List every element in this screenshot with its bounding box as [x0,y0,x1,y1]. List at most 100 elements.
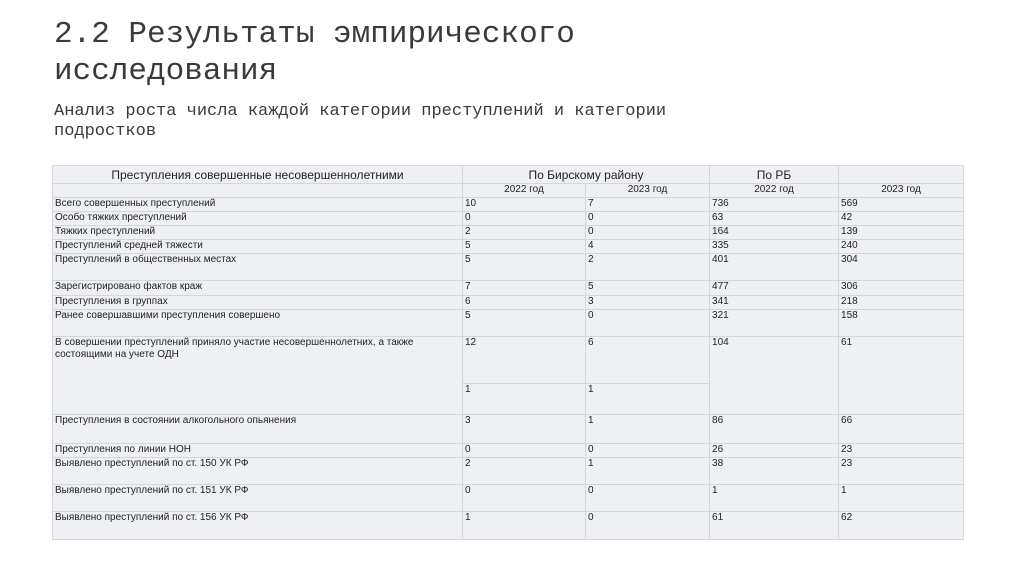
value-cell: 86 [709,414,840,444]
value-cell: 4 [584,239,711,254]
value-cell: 0 [584,309,711,337]
value-cell: 321 [709,309,840,337]
table-row: Преступления по линии НОН 0 0 26 23 [52,443,965,458]
value-cell: 1 [462,383,586,415]
table-row: Выявлено преступлений по ст. 156 УК РФ 1 0… [52,511,965,540]
row-label: Преступлений средней тяжести [52,239,463,254]
table-row: Преступлений средней тяжести 5 4 335 240 [52,239,965,254]
value-cell: 240 [838,239,965,254]
group-header: По Бирскому району [461,165,711,184]
value-cell: 1 [462,511,586,540]
table-row: 2022 год 2023 год 2022 год 2023 год [52,183,965,198]
value-cell: 0 [584,211,711,226]
value-cell: 0 [584,484,711,512]
row-label: Преступления в состоянии алкогольного оп… [52,414,463,444]
value-cell: 164 [709,225,840,240]
value-cell: 2 [584,253,711,281]
year-header: 2023 год [838,183,965,198]
table-row: Выявлено преступлений по ст. 150 УК РФ 2 1… [52,457,965,485]
row-label: В совершении преступлений приняло участи… [52,336,463,415]
value-cell: 306 [838,280,965,296]
value-cell: 104 [709,336,840,415]
table-row: Выявлено преступлений по ст. 151 УК РФ 0 0… [52,484,965,512]
slide-title: 2.2 Результаты эмпирического исследовани… [54,17,575,89]
row-label: Всего совершенных преступлений [52,197,463,212]
row-label: Выявлено преступлений по ст. 150 УК РФ [52,457,463,485]
value-cell: 341 [709,295,840,310]
value-cell: 0 [462,484,586,512]
row-label: Преступления по линии НОН [52,443,463,458]
value-cell: 1 [584,457,711,485]
value-cell: 0 [584,225,711,240]
empty-cell [838,165,965,184]
value-cell: 42 [838,211,965,226]
value-cell: 61 [838,336,965,415]
value-cell: 335 [709,239,840,254]
value-cell: 6 [584,336,711,384]
value-cell: 1 [584,383,711,415]
year-header: 2022 год [709,183,840,198]
value-cell: 62 [838,511,965,540]
row-label: Тяжких преступлений [52,225,463,240]
value-cell: 2 [462,457,586,485]
row-label: Преступлений в общественных местах [52,253,463,281]
value-cell: 7 [462,280,586,296]
table-row: Преступления в состоянии алкогольного оп… [52,414,965,444]
value-cell: 7 [584,197,711,212]
value-cell: 66 [838,414,965,444]
value-cell: 1 [584,414,711,444]
empty-cell [52,183,463,198]
table-row: Ранее совершавшими преступления совершен… [52,309,965,337]
value-cell: 23 [838,457,965,485]
value-cell: 5 [584,280,711,296]
year-header: 2023 год [584,183,711,198]
value-cell: 218 [838,295,965,310]
value-cell: 5 [462,253,586,281]
value-cell: 401 [709,253,840,281]
value-cell: 5 [462,309,586,337]
table-row: Преступлений в общественных местах 5 2 401 3… [52,253,965,281]
value-cell: 0 [584,511,711,540]
value-cell: 1 [709,484,840,512]
data-table: Преступления совершенные несовершеннолет… [52,165,965,540]
row-label: Особо тяжких преступлений [52,211,463,226]
value-cell: 12 [462,336,586,384]
value-cell: 158 [838,309,965,337]
group-header: По РБ [709,165,840,184]
value-cell: 26 [709,443,840,458]
row-label: Выявлено преступлений по ст. 156 УК РФ [52,511,463,540]
value-cell: 736 [709,197,840,212]
value-cell: 63 [709,211,840,226]
value-cell: 3 [462,414,586,444]
row-label: Преступления в группах [52,295,463,310]
value-cell: 23 [838,443,965,458]
value-cell: 477 [709,280,840,296]
value-cell: 0 [462,211,586,226]
row-label: Ранее совершавшими преступления совершен… [52,309,463,337]
value-cell: 0 [462,443,586,458]
value-cell: 61 [709,511,840,540]
column-title: Преступления совершенные несовершеннолет… [52,165,463,184]
value-cell: 569 [838,197,965,212]
table-row: Зарегистрировано фактов краж 7 5 477 306 [52,280,965,296]
table-row: Всего совершенных преступлений 10 7 736 569 [52,197,965,212]
value-cell: 0 [584,443,711,458]
value-cell: 5 [462,239,586,254]
slide-subtitle: Анализ роста числа каждой категории прес… [54,102,667,141]
value-cell: 6 [462,295,586,310]
value-cell: 304 [838,253,965,281]
value-cell: 2 [462,225,586,240]
table-row: Тяжких преступлений 2 0 164 139 [52,225,965,240]
value-cell: 139 [838,225,965,240]
value-cell: 10 [462,197,586,212]
table-row: Преступления в группах 6 3 341 218 [52,295,965,310]
row-label: Зарегистрировано фактов краж [52,280,463,296]
value-cell: 1 [838,484,965,512]
value-cell: 38 [709,457,840,485]
table-row: Особо тяжких преступлений 0 0 63 42 [52,211,965,226]
table-row: Преступления совершенные несовершеннолет… [52,165,965,184]
row-label: Выявлено преступлений по ст. 151 УК РФ [52,484,463,512]
value-cell: 3 [584,295,711,310]
